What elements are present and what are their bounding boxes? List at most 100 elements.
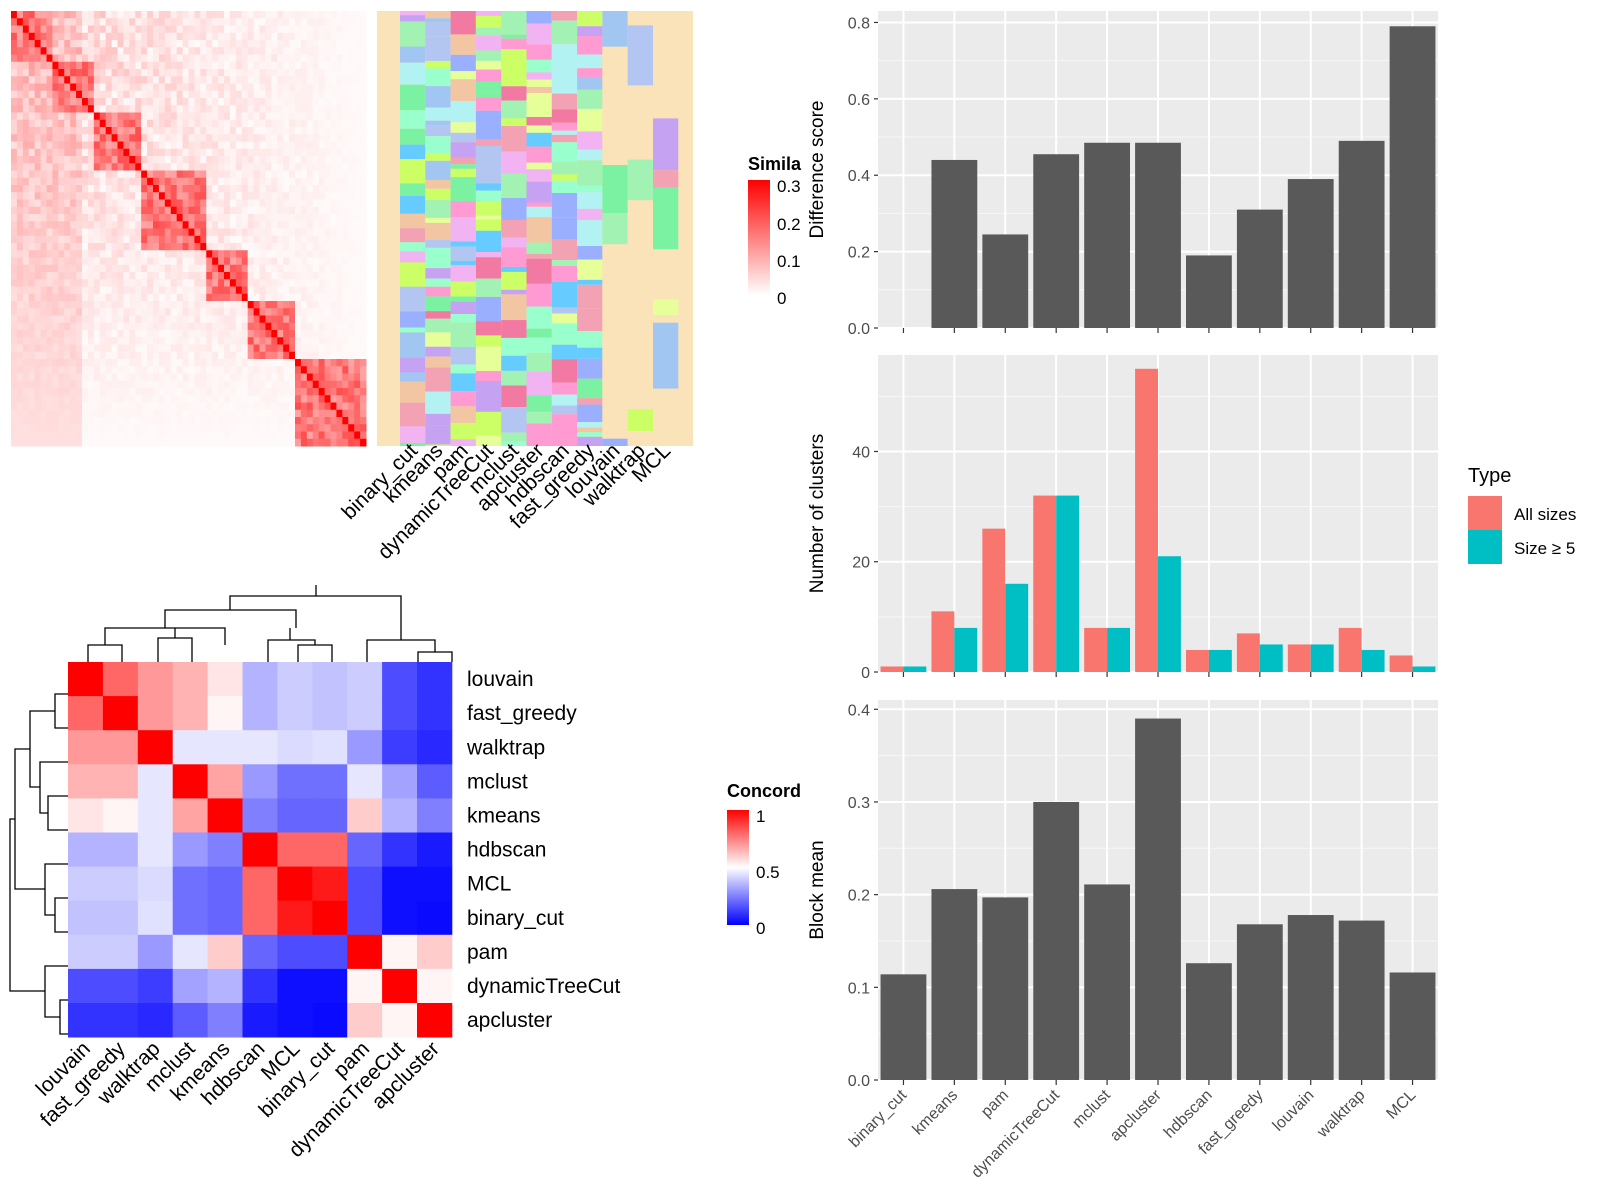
similarity-cell xyxy=(164,409,172,418)
similarity-cell xyxy=(76,221,83,229)
similarity-cell xyxy=(224,272,231,280)
similarity-cell xyxy=(93,257,101,266)
concordance-cell xyxy=(137,696,174,731)
x-tick-label: mclust xyxy=(1069,1086,1114,1131)
similarity-cell xyxy=(52,395,59,403)
similarity-cell xyxy=(158,330,166,338)
similarity-cell xyxy=(123,351,130,360)
similarity-cell xyxy=(46,388,53,396)
similarity-cell xyxy=(158,279,166,287)
similarity-cell xyxy=(182,322,189,331)
similarity-cell xyxy=(271,54,278,63)
similarity-cell xyxy=(176,192,184,200)
similarity-cell xyxy=(147,214,154,222)
concordance-cell xyxy=(242,1003,278,1038)
similarity-cell xyxy=(111,264,118,273)
similarity-cell xyxy=(342,18,349,26)
similarity-cell xyxy=(93,112,101,121)
similarity-cell xyxy=(93,76,101,84)
similarity-cell xyxy=(82,112,89,121)
similarity-cell xyxy=(218,90,225,99)
similarity-cell xyxy=(253,257,260,266)
similarity-cell xyxy=(111,148,118,157)
similarity-cell xyxy=(58,330,65,338)
similarity-cell xyxy=(16,11,24,19)
similarity-cell xyxy=(135,206,142,215)
similarity-cell xyxy=(64,221,71,229)
similarity-cell xyxy=(11,119,18,128)
similarity-cell xyxy=(348,264,355,273)
similarity-cell xyxy=(170,119,178,128)
similarity-cell xyxy=(348,32,355,41)
similarity-cell xyxy=(58,402,65,411)
annotation-cell xyxy=(450,34,476,55)
similarity-cell xyxy=(306,424,314,432)
similarity-cell xyxy=(348,388,355,396)
similarity-cell xyxy=(200,417,207,425)
similarity-cell xyxy=(206,127,213,135)
similarity-cell xyxy=(283,105,290,113)
similarity-cell xyxy=(295,105,302,113)
similarity-cell xyxy=(218,156,225,164)
similarity-cell xyxy=(241,25,249,34)
similarity-cell xyxy=(289,177,296,186)
similarity-cell xyxy=(76,18,83,26)
similarity-cell xyxy=(200,330,207,338)
similarity-cell xyxy=(82,402,89,411)
similarity-cell xyxy=(170,90,178,99)
similarity-cell xyxy=(324,388,331,396)
similarity-cell xyxy=(76,409,83,418)
similarity-cell xyxy=(46,337,53,345)
annotation-cell xyxy=(526,406,552,412)
similarity-cell xyxy=(354,322,361,331)
similarity-cell xyxy=(46,148,53,157)
similarity-cell xyxy=(336,264,343,273)
similarity-cell xyxy=(158,141,166,150)
similarity-cell xyxy=(158,264,166,273)
similarity-cell xyxy=(318,308,326,316)
similarity-cell xyxy=(46,32,53,41)
similarity-cell xyxy=(164,359,172,367)
similarity-cell xyxy=(306,264,314,273)
similarity-cell xyxy=(105,257,113,266)
similarity-cell xyxy=(82,119,89,128)
similarity-cell xyxy=(147,134,154,142)
similarity-cell xyxy=(336,76,343,84)
similarity-cell xyxy=(16,402,24,411)
similarity-cell xyxy=(194,61,201,70)
annotation-cell xyxy=(577,220,603,247)
concordance-cell xyxy=(137,764,174,799)
similarity-cell xyxy=(46,170,53,179)
similarity-cell xyxy=(22,90,30,99)
concordance-row-labels: louvainfast_greedywalktrapmclustkmeanshd… xyxy=(466,668,620,1032)
similarity-cell xyxy=(170,40,178,48)
similarity-cell xyxy=(105,438,113,447)
similarity-cell xyxy=(235,127,243,135)
similarity-heatmap xyxy=(11,11,367,447)
similarity-cell xyxy=(188,308,195,316)
bar-size-ge-5 xyxy=(1361,649,1385,672)
annotation-cell xyxy=(400,426,426,443)
similarity-cell xyxy=(342,286,349,295)
similarity-cell xyxy=(11,40,18,48)
similarity-cell xyxy=(200,243,207,251)
similarity-cell xyxy=(135,264,142,273)
similarity-cell xyxy=(176,11,184,19)
similarity-cell xyxy=(52,438,59,447)
similarity-cell xyxy=(312,69,320,77)
similarity-cell xyxy=(70,170,77,179)
similarity-cell xyxy=(34,366,42,374)
similarity-cell xyxy=(182,76,189,84)
similarity-cell xyxy=(64,105,71,113)
similarity-cell xyxy=(354,112,361,121)
similarity-cell xyxy=(218,402,225,411)
annotation-cell xyxy=(400,213,426,229)
similarity-cell xyxy=(135,32,142,41)
similarity-cell xyxy=(76,192,83,200)
annotation-cell xyxy=(450,217,476,242)
similarity-cell xyxy=(11,424,18,432)
similarity-cell xyxy=(324,279,331,287)
similarity-cell xyxy=(206,185,213,193)
similarity-cell xyxy=(318,359,326,367)
similarity-cell xyxy=(28,337,36,345)
